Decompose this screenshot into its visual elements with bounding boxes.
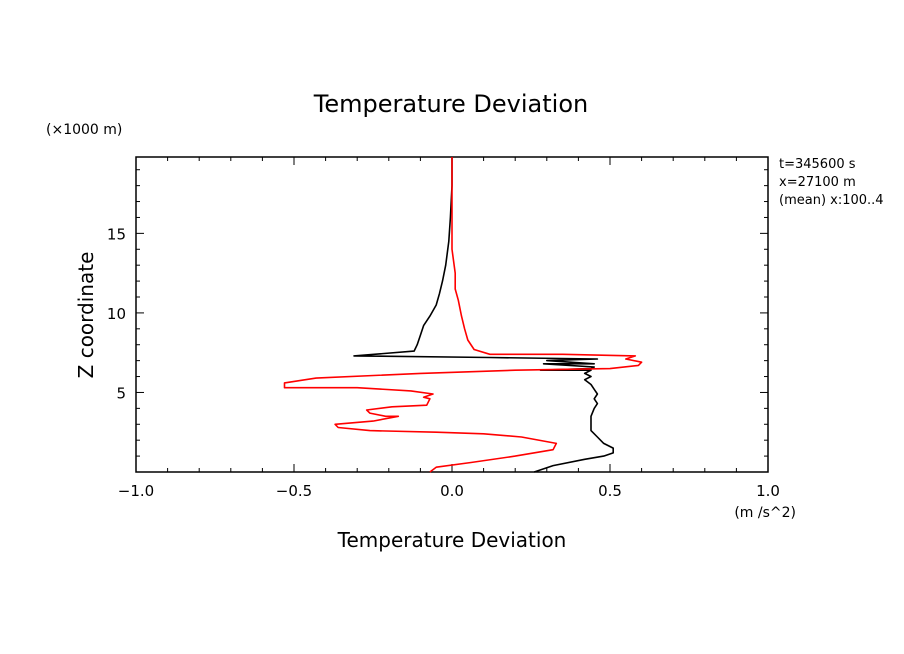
x-tick-label: −0.5 — [276, 482, 312, 500]
y-tick-label: 10 — [107, 305, 126, 323]
x-tick-label: −1.0 — [118, 482, 154, 500]
series-line-black — [353, 157, 615, 473]
y-axis-label: Z coordinate — [74, 252, 98, 379]
x-tick-label: 0.0 — [440, 482, 464, 500]
annotation-time: t=345600 s — [779, 157, 856, 172]
x-axis-label: Temperature Deviation — [337, 528, 567, 552]
series-line-red — [283, 157, 643, 473]
y-tick-label: 15 — [107, 225, 126, 243]
y-units-label: (×1000 m) — [46, 122, 122, 138]
y-tick-label: 5 — [116, 384, 126, 402]
annotation-x: x=27100 m — [779, 175, 856, 190]
x-tick-label: 0.5 — [598, 482, 622, 500]
x-units-label: (m /s^2) — [734, 505, 796, 521]
x-tick-label: 1.0 — [756, 482, 780, 500]
chart-title: Temperature Deviation — [313, 90, 588, 118]
annotation-mean: (mean) x:100..4 — [779, 193, 884, 208]
